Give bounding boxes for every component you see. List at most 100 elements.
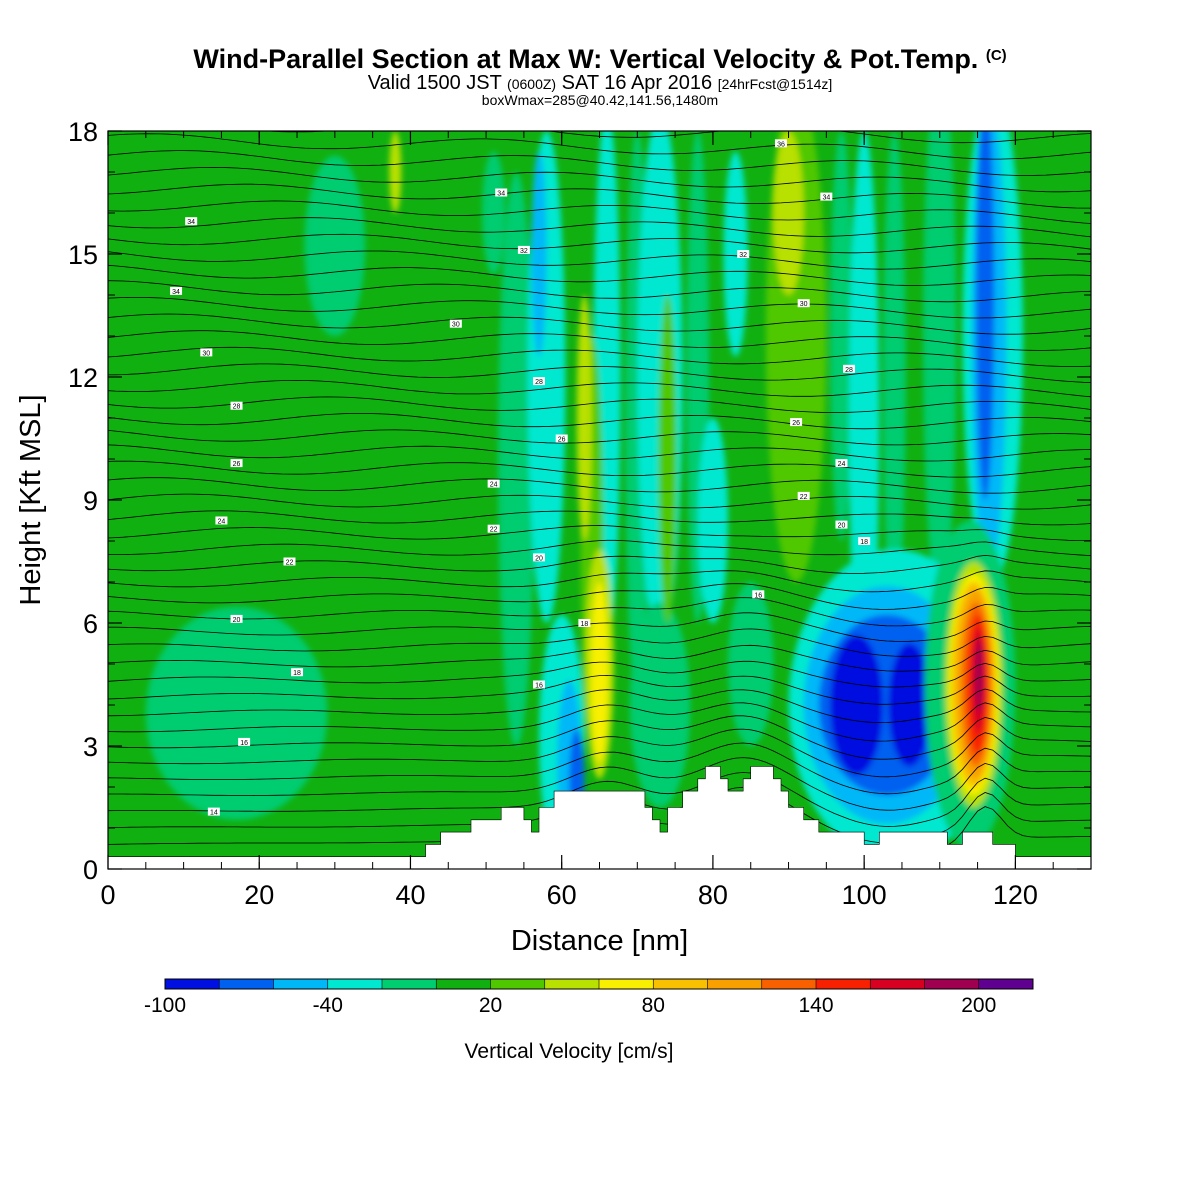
- isentrope-label-box: [533, 377, 546, 386]
- x-axis-label: Distance [nm]: [511, 925, 688, 957]
- isentrope-label: 20: [233, 617, 241, 624]
- isentrope-line: [108, 715, 1091, 760]
- terrain-mask: [108, 766, 1091, 869]
- y-tick-label: 0: [83, 855, 98, 885]
- velocity-region-0: [145, 606, 328, 820]
- colorbar-swatch-0: [165, 979, 220, 989]
- isentrope-label-box: [835, 520, 848, 529]
- subtitle-forecast: [24hrFcst@1514z]: [717, 76, 833, 92]
- isentrope-label-box: [555, 434, 568, 443]
- colorbar-label: Vertical Velocity [cm/s]: [465, 1040, 674, 1063]
- isentrope-label-box: [820, 192, 833, 201]
- isentrope-label-box: [737, 250, 750, 258]
- isentrope-line: [108, 313, 1091, 335]
- isentrope-line: [108, 150, 1091, 176]
- isentrope-label-box: [185, 217, 198, 226]
- isentrope-label-box: [487, 479, 500, 488]
- x-tick-label: 120: [993, 880, 1038, 910]
- isentrope-label-box: [230, 401, 243, 410]
- x-tick-label: 60: [547, 880, 577, 910]
- isentrope-line: [108, 297, 1091, 319]
- isentrope-label-box: [843, 364, 856, 373]
- isentrope-label-box: [533, 680, 546, 689]
- chart-title-text: Wind-Parallel Section at Max W: Vertical…: [193, 44, 979, 74]
- isentrope-line: [108, 644, 1091, 672]
- box-info: boxWmax=285@40.42,141.56,1480m: [481, 92, 719, 108]
- isentrope-label: 28: [845, 367, 853, 374]
- isentrope-line: [108, 280, 1091, 303]
- isentrope-line: [108, 702, 1091, 742]
- isentrope-line: [108, 101, 1091, 127]
- isentrope-label: 34: [172, 289, 180, 296]
- colorbar-swatch-10: [707, 979, 763, 989]
- isentrope-label: 34: [187, 219, 195, 226]
- x-tick-label: 80: [698, 880, 728, 910]
- isentrope-line: [108, 363, 1091, 383]
- colorbar-swatch-13: [870, 979, 925, 989]
- isentrope-label: 24: [490, 482, 498, 489]
- isentrope-label: 16: [240, 740, 248, 747]
- velocity-region-20: [883, 131, 906, 623]
- colorbar-swatch-3: [327, 979, 383, 989]
- colorbar-swatch-1: [219, 979, 274, 989]
- colorbar-swatch-7: [544, 979, 600, 989]
- isentrope-label-box: [578, 619, 591, 627]
- isentrope-labels: 34 34 30 28 26 24 20 18 16 14 22 34 32 30 28 26 24 22 20 18…: [170, 139, 871, 817]
- isentrope-label-box: [797, 491, 810, 500]
- isentrope-line: [108, 444, 1091, 462]
- isentrope-line: [108, 728, 1091, 778]
- isentrope-line: [108, 133, 1091, 160]
- isentrope-line: [108, 413, 1091, 430]
- isentrope-line: [108, 674, 1091, 705]
- y-tick-label: 15: [68, 240, 98, 270]
- isentrope-label: 32: [739, 252, 747, 259]
- isentrope-line: [108, 612, 1091, 642]
- isentrope-label: 18: [580, 621, 588, 628]
- velocity-region-17: [773, 131, 804, 295]
- isentrope-label-box: [774, 139, 787, 148]
- y-tick-label: 9: [83, 486, 98, 516]
- isentrope-label: 24: [218, 519, 226, 526]
- x-tick-label: 20: [244, 880, 274, 910]
- isentrope-line: [108, 264, 1091, 286]
- isentrope-line: [108, 460, 1091, 478]
- colorbar: -100 -40 20 80 140 200 Vertical Velocity [cm/s…: [144, 978, 1034, 1063]
- isentrope-label: 22: [800, 494, 808, 501]
- colorbar-swatch-4: [382, 979, 437, 989]
- isentrope-label-box: [487, 524, 500, 533]
- isentrope-line: [108, 510, 1091, 526]
- isentrope-line: [108, 217, 1091, 238]
- velocity-region-15: [728, 582, 774, 746]
- isentrope-line: [108, 429, 1091, 446]
- isentrope-line: [108, 570, 1091, 593]
- velocity-region-4: [531, 151, 547, 357]
- title-tag: (C): [985, 47, 1007, 64]
- velocity-region-29: [888, 643, 931, 767]
- isentrope-label: 20: [535, 555, 543, 562]
- isentrope-label-box: [170, 286, 183, 295]
- velocity-region-45: [975, 639, 983, 714]
- isentrope-line: [108, 250, 1091, 270]
- isentrope-line: [108, 742, 1091, 795]
- y-tick-label: 6: [83, 609, 98, 639]
- y-tick-label: 3: [83, 732, 98, 762]
- isentrope-line: [108, 183, 1091, 209]
- isentrope-label-box: [533, 553, 546, 562]
- isentrope-label-box: [230, 614, 243, 623]
- isentrope-line: [108, 200, 1091, 224]
- isentrope-label-box: [517, 245, 530, 254]
- isentrope-line: [108, 554, 1091, 574]
- colorbar-swatch-5: [436, 979, 491, 989]
- velocity-region-35: [482, 151, 505, 275]
- velocity-region-1: [304, 155, 366, 336]
- velocity-region-36: [389, 131, 402, 213]
- velocity-region-33: [591, 582, 608, 763]
- x-tick-label: 100: [842, 880, 887, 910]
- isentrope-label-box: [230, 459, 243, 468]
- terrain: [108, 766, 1091, 869]
- colorbar-swatch-14: [924, 979, 980, 989]
- velocity-field: [108, 131, 1091, 869]
- velocity-region-18: [830, 131, 853, 541]
- isentrope-label-box: [790, 418, 803, 427]
- velocity-region-24: [976, 131, 995, 500]
